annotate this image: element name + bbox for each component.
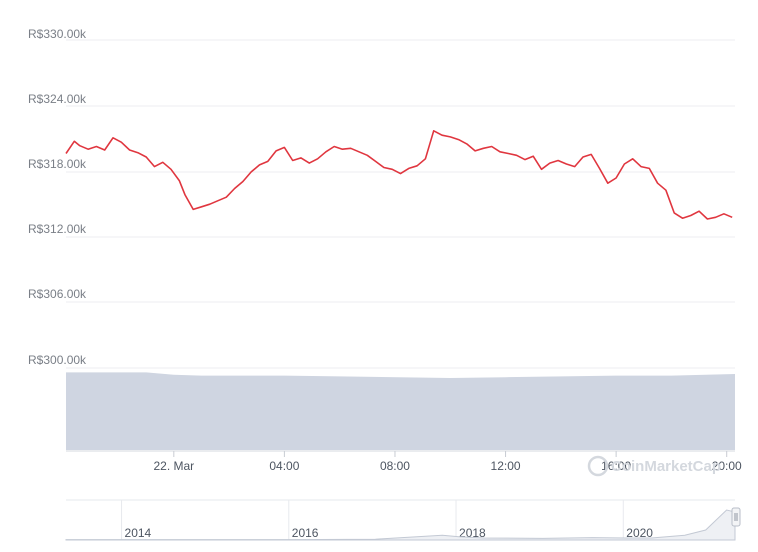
x-tick-label: 12:00	[491, 459, 521, 473]
y-tick-label: R$312.00k	[28, 222, 87, 236]
x-axis: 22. Mar 04:00 08:00 12:00 16:00 20:00	[66, 450, 742, 473]
watermark-text: CoinMarketCap	[611, 458, 721, 475]
price-series	[65, 130, 733, 220]
y-tick-label: R$324.00k	[28, 92, 87, 106]
navigator-year-label: 2014	[125, 526, 152, 540]
navigator-year-label: 2018	[459, 526, 486, 540]
navigator-handle[interactable]	[731, 507, 741, 527]
x-tick-label: 20:00	[712, 459, 742, 473]
price-line	[65, 130, 733, 220]
y-tick-label: R$300.00k	[28, 353, 87, 367]
y-tick-label: R$306.00k	[28, 287, 87, 301]
watermark: CoinMarketCap	[587, 455, 721, 477]
x-tick-label: 08:00	[380, 459, 410, 473]
y-tick-label: R$318.00k	[28, 157, 87, 171]
navigator-year-label: 2016	[292, 526, 319, 540]
gridlines	[66, 39, 735, 369]
x-tick-label: 16:00	[601, 459, 631, 473]
navigator-history-area	[65, 509, 736, 541]
y-axis: R$330.00k R$324.00k R$318.00k R$312.00k R$30…	[28, 27, 87, 367]
volume-area-fill	[66, 372, 735, 450]
volume-area	[66, 372, 735, 450]
navigator-year-label: 2020	[626, 526, 653, 540]
time-navigator[interactable]: 2014 2016 2018 2020	[65, 499, 741, 541]
x-tick-label: 22. Mar	[153, 459, 194, 473]
x-tick-label: 04:00	[269, 459, 299, 473]
y-tick-label: R$330.00k	[28, 27, 87, 41]
coinmarketcap-logo-icon	[587, 455, 609, 477]
